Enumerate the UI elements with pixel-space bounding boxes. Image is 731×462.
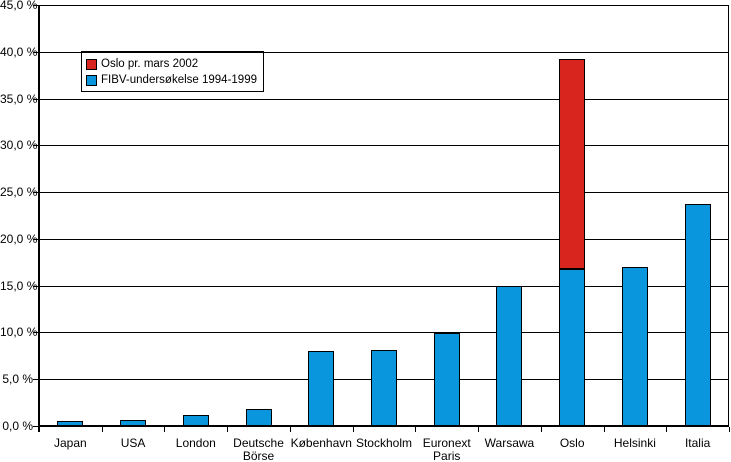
legend-label: Oslo pr. mars 2002: [101, 58, 199, 70]
y-axis-line: [38, 5, 40, 432]
x-axis-tick: [729, 427, 730, 432]
y-axis-label: 20,0 %: [0, 231, 38, 246]
legend-label: FIBV-undersøkelse 1994-1999: [101, 74, 257, 86]
x-axis-label-london: London: [175, 436, 216, 450]
y-axis-label: 30,0 %: [0, 138, 38, 153]
x-axis-label-k-benhavn: København: [290, 436, 352, 450]
y-axis-tick: [33, 192, 38, 194]
gridline-45: [39, 5, 729, 6]
y-axis-tick: [33, 238, 38, 240]
x-axis-tick: [39, 427, 40, 432]
y-axis-label: 15,0 %: [0, 278, 38, 293]
x-axis-tick: [289, 427, 291, 432]
x-axis-label-helsinki: Helsinki: [613, 436, 656, 450]
x-axis-tick: [164, 427, 166, 432]
blue-square-swatch-icon: [86, 74, 97, 86]
x-axis-tick: [666, 427, 668, 432]
y-axis-label: 0,0 %: [2, 419, 33, 433]
x-axis-line: [38, 425, 729, 427]
x-axis-label-warsawa: Warsawa: [484, 436, 535, 450]
gridline-30: [39, 145, 729, 147]
x-axis-tick: [415, 427, 417, 432]
bar-italia-fibv-unders-kelse-1994-1999: [684, 204, 711, 426]
x-axis-label-oslo: Oslo: [559, 436, 585, 450]
y-axis-tick: [33, 145, 38, 147]
x-axis-tick: [603, 427, 605, 432]
y-axis-label: 40,0 %: [0, 44, 38, 59]
x-axis-label-euronext-paris: Euronext Paris: [422, 436, 471, 462]
y-axis-label: 35,0 %: [0, 91, 38, 106]
y-axis-tick: [33, 285, 38, 287]
gridline-20: [39, 238, 729, 240]
x-axis-label-italia: Italia: [684, 436, 711, 450]
y-axis-tick: [33, 5, 38, 6]
x-axis-tick: [352, 427, 354, 432]
bar-k-benhavn-fibv-unders-kelse-1994-1999: [308, 351, 335, 426]
plot-area: [39, 5, 729, 426]
x-axis-label-japan: Japan: [54, 436, 87, 450]
gridline-40: [39, 51, 729, 53]
bar-deutsche-b-rse-fibv-unders-kelse-1994-1999: [245, 409, 272, 426]
legend-entry-fibv: FIBV-undersøkelse 1994-1999: [86, 72, 257, 88]
y-axis-tick: [33, 426, 38, 427]
red-square-swatch-icon: [86, 58, 97, 70]
bar-helsinki-fibv-unders-kelse-1994-1999: [621, 266, 648, 426]
bar-euronext-paris-fibv-unders-kelse-1994-1999: [433, 333, 460, 426]
bar-oslo-oslo-pr-mars-2002: [559, 59, 586, 269]
bar-oslo-fibv-unders-kelse-1994-1999: [559, 268, 586, 426]
x-axis-tick: [478, 427, 480, 432]
x-axis-tick: [101, 427, 103, 432]
x-axis-label-stockholm: Stockholm: [355, 436, 412, 450]
legend-entry-oslo-2002: Oslo pr. mars 2002: [86, 56, 257, 72]
gridline-15: [39, 285, 729, 287]
gridline-10: [39, 332, 729, 334]
gridline-35: [39, 98, 729, 100]
bar-warsawa-fibv-unders-kelse-1994-1999: [496, 285, 523, 426]
plot-right-border: [728, 5, 729, 426]
legend: Oslo pr. mars 2002 FIBV-undersøkelse 199…: [81, 51, 264, 92]
x-axis-tick: [540, 427, 542, 432]
x-axis-label-deutsche-b-rse: Deutsche Börse: [233, 436, 284, 462]
gridline-25: [39, 192, 729, 194]
y-axis-tick: [33, 379, 38, 381]
y-axis-tick: [33, 332, 38, 334]
y-axis-tick: [33, 98, 38, 100]
y-axis-label: 25,0 %: [0, 185, 38, 200]
bar-stockholm-fibv-unders-kelse-1994-1999: [371, 350, 397, 426]
y-axis-label: 45,0 %: [0, 0, 38, 12]
y-axis-tick: [33, 51, 38, 53]
x-axis-label-usa: USA: [120, 436, 146, 450]
y-axis-label: 5,0 %: [2, 372, 33, 387]
y-axis-label: 10,0 %: [0, 325, 38, 340]
x-axis-tick: [227, 427, 229, 432]
